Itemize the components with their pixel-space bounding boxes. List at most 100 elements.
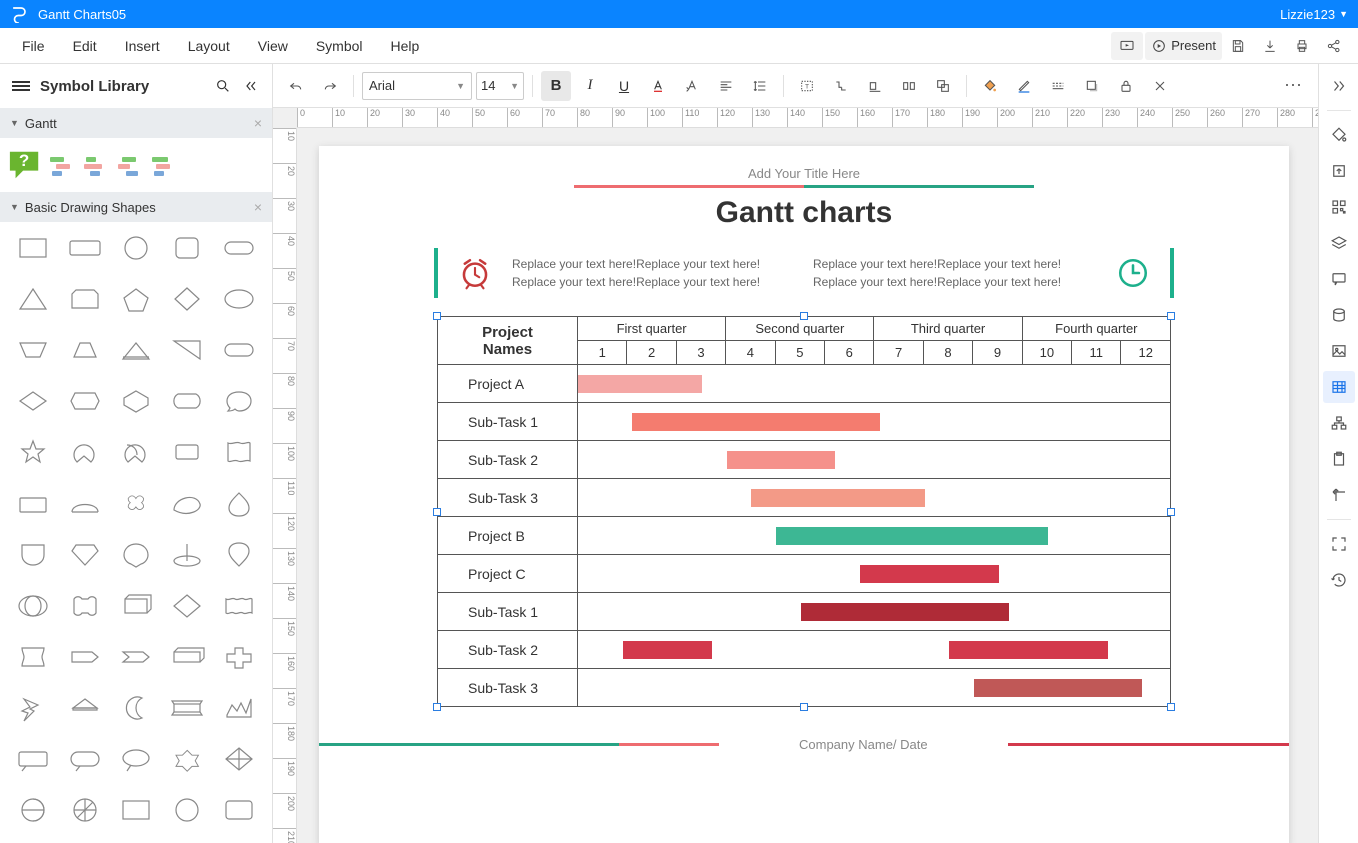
shape-18[interactable] (165, 383, 209, 419)
menu-insert[interactable]: Insert (111, 28, 174, 63)
qr-icon[interactable] (1323, 191, 1355, 223)
align-objects-button[interactable] (860, 71, 890, 101)
shape-36[interactable] (63, 588, 107, 624)
bold-button[interactable]: B (541, 71, 571, 101)
shape-22[interactable] (114, 434, 158, 470)
shadow-button[interactable] (1077, 71, 1107, 101)
shape-14[interactable] (217, 332, 261, 368)
search-icon[interactable] (214, 77, 232, 95)
group-button[interactable] (928, 71, 958, 101)
close-icon[interactable]: × (254, 115, 262, 131)
shape-37[interactable] (114, 588, 158, 624)
selection-handle[interactable] (433, 508, 441, 516)
shape-6[interactable] (63, 281, 107, 317)
shape-12[interactable] (114, 332, 158, 368)
undo-button[interactable] (281, 71, 311, 101)
shape-16[interactable] (63, 383, 107, 419)
shape-56[interactable] (63, 792, 107, 828)
gantt-chart[interactable]: ProjectNamesFirst quarterSecond quarterT… (437, 316, 1171, 707)
present-button[interactable]: Present (1145, 32, 1222, 60)
line-style-button[interactable] (1043, 71, 1073, 101)
menu-layout[interactable]: Layout (174, 28, 244, 63)
shape-57[interactable] (114, 792, 158, 828)
expand-rail-icon[interactable] (1323, 70, 1355, 102)
data-icon[interactable] (1323, 299, 1355, 331)
text-box-button[interactable]: T (792, 71, 822, 101)
shape-7[interactable] (114, 281, 158, 317)
history-icon[interactable] (1323, 564, 1355, 596)
page[interactable]: Add Your Title Here Gantt charts Replace… (319, 146, 1289, 843)
shape-50[interactable] (11, 741, 55, 777)
hierarchy-icon[interactable] (1323, 407, 1355, 439)
layers-icon[interactable] (1323, 227, 1355, 259)
shape-3[interactable] (165, 230, 209, 266)
underline-button[interactable]: U (609, 71, 639, 101)
download-icon[interactable] (1254, 32, 1286, 60)
menu-help[interactable]: Help (377, 28, 434, 63)
shape-32[interactable] (114, 536, 158, 572)
image-icon[interactable] (1323, 335, 1355, 367)
selection-handle[interactable] (433, 703, 441, 711)
menu-edit[interactable]: Edit (59, 28, 111, 63)
close-icon[interactable]: × (254, 199, 262, 215)
user-menu[interactable]: Lizzie123 ▼ (1280, 7, 1348, 22)
fullscreen-icon[interactable] (1323, 528, 1355, 560)
fill-button[interactable] (975, 71, 1005, 101)
shape-1[interactable] (63, 230, 107, 266)
save-icon[interactable] (1222, 32, 1254, 60)
shape-26[interactable] (63, 485, 107, 521)
shape-48[interactable] (165, 690, 209, 726)
help-icon[interactable]: ? (6, 148, 44, 182)
connector-button[interactable] (826, 71, 856, 101)
shape-41[interactable] (63, 639, 107, 675)
shape-5[interactable] (11, 281, 55, 317)
shape-44[interactable] (217, 639, 261, 675)
collapse-panel-icon[interactable] (242, 77, 260, 95)
more-button[interactable]: ⋯ (1278, 75, 1310, 96)
print-icon[interactable] (1286, 32, 1318, 60)
shape-29[interactable] (217, 485, 261, 521)
shape-49[interactable] (217, 690, 261, 726)
shape-19[interactable] (217, 383, 261, 419)
shape-28[interactable] (165, 485, 209, 521)
shape-15[interactable] (11, 383, 55, 419)
distribute-button[interactable] (894, 71, 924, 101)
shape-39[interactable] (217, 588, 261, 624)
line-color-button[interactable] (1009, 71, 1039, 101)
selection-handle[interactable] (433, 312, 441, 320)
shape-40[interactable] (11, 639, 55, 675)
menu-file[interactable]: File (8, 28, 59, 63)
theme-icon[interactable] (1323, 119, 1355, 151)
menu-symbol[interactable]: Symbol (302, 28, 377, 63)
gantt-template-1[interactable] (48, 155, 78, 175)
shape-0[interactable] (11, 230, 55, 266)
section-basic-shapes[interactable]: ▼ Basic Drawing Shapes × (0, 192, 272, 222)
text-direction-button[interactable] (677, 71, 707, 101)
font-size-select[interactable]: 14▼ (476, 72, 524, 100)
shape-17[interactable] (114, 383, 158, 419)
shape-58[interactable] (165, 792, 209, 828)
tools-button[interactable] (1145, 71, 1175, 101)
shape-20[interactable] (11, 434, 55, 470)
shape-33[interactable] (165, 536, 209, 572)
share-icon[interactable] (1318, 32, 1350, 60)
shape-9[interactable] (217, 281, 261, 317)
selection-handle[interactable] (800, 312, 808, 320)
clipboard-icon[interactable] (1323, 443, 1355, 475)
position-icon[interactable] (1323, 479, 1355, 511)
gantt-template-3[interactable] (116, 155, 146, 175)
shape-30[interactable] (11, 536, 55, 572)
shape-25[interactable] (11, 485, 55, 521)
gantt-template-4[interactable] (150, 155, 180, 175)
font-select[interactable]: Arial▼ (362, 72, 472, 100)
shape-38[interactable] (165, 588, 209, 624)
gantt-template-2[interactable] (82, 155, 112, 175)
comment-icon[interactable] (1323, 263, 1355, 295)
shape-51[interactable] (63, 741, 107, 777)
section-gantt[interactable]: ▼ Gantt × (0, 108, 272, 138)
font-color-button[interactable] (643, 71, 673, 101)
shape-34[interactable] (217, 536, 261, 572)
shape-13[interactable] (165, 332, 209, 368)
shape-53[interactable] (165, 741, 209, 777)
italic-button[interactable]: I (575, 71, 605, 101)
